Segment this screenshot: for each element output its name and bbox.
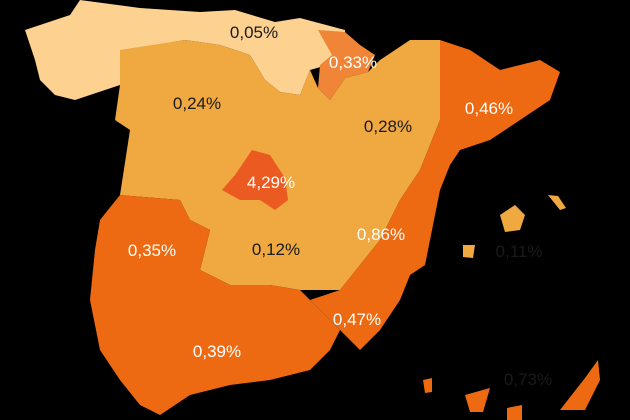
region-label-navarra: 0,33% bbox=[328, 53, 378, 72]
region-canarias-3[interactable] bbox=[507, 405, 522, 420]
region-label-castilla-la-mancha: 0,12% bbox=[251, 240, 301, 259]
region-label-cataluna: 0,46% bbox=[464, 99, 514, 118]
region-baleares[interactable] bbox=[500, 205, 525, 232]
region-label-castilla-leon: 0,24% bbox=[172, 94, 222, 113]
region-baleares-ibiza[interactable] bbox=[463, 245, 475, 258]
region-label-canarias: 0,73% bbox=[503, 370, 553, 389]
region-label-aragon: 0,28% bbox=[363, 117, 413, 136]
region-label-baleares: 0,11% bbox=[495, 242, 543, 261]
region-label-valencia: 0,86% bbox=[356, 225, 406, 244]
region-label-extremadura: 0,35% bbox=[127, 241, 177, 260]
region-north-west[interactable] bbox=[25, 0, 345, 100]
region-cataluna[interactable] bbox=[310, 40, 560, 350]
region-extremadura[interactable] bbox=[90, 195, 340, 415]
region-label-andalucia: 0,39% bbox=[192, 342, 242, 361]
region-canarias-2[interactable] bbox=[465, 388, 490, 412]
region-label-murcia: 0,47% bbox=[332, 310, 382, 329]
region-baleares-menorca[interactable] bbox=[548, 195, 566, 210]
region-canarias-1[interactable] bbox=[423, 378, 432, 393]
region-castilla-leon[interactable] bbox=[115, 40, 440, 290]
region-madrid[interactable] bbox=[222, 150, 288, 210]
region-canarias-4[interactable] bbox=[560, 360, 600, 410]
region-label-madrid: 4,29% bbox=[246, 173, 296, 192]
region-label-north-west: 0,05% bbox=[229, 23, 279, 42]
region-navarra[interactable] bbox=[318, 30, 375, 100]
